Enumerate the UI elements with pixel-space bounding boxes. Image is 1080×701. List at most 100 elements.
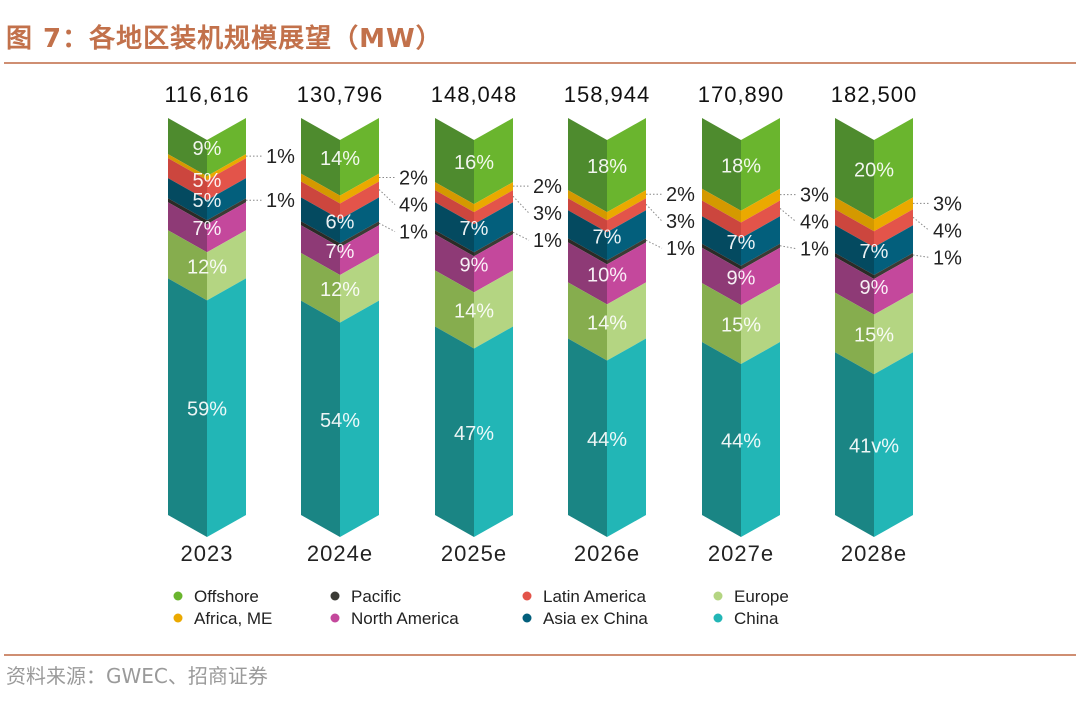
legend-swatch xyxy=(330,613,340,623)
bar-segment-europe-left xyxy=(301,252,340,323)
bar-segment-europe xyxy=(607,282,646,361)
data-label: 54% xyxy=(320,410,360,432)
legend-label: Africa, ME xyxy=(194,609,272,628)
bar-segment-pacific xyxy=(741,243,780,270)
bar-segment-latin-america xyxy=(207,158,246,201)
total-label: 116,616 xyxy=(165,82,250,107)
data-label: 1% xyxy=(666,238,695,260)
data-label: 9% xyxy=(460,254,489,276)
bar-2023: 9% 1% 5%5% 1% 7% 12% 59% 116,616 2023 xyxy=(165,82,296,566)
bar-segment-china xyxy=(874,352,913,537)
bar-segment-latin-america-left xyxy=(168,158,207,201)
data-label: 7% xyxy=(727,232,756,254)
bar-segment-europe xyxy=(207,230,246,301)
bar-segment-north-america xyxy=(340,225,379,275)
bar-segment-offshore-left xyxy=(435,118,474,205)
x-tick-label: 2028e xyxy=(841,541,907,566)
bar-segment-china xyxy=(741,342,780,537)
legend-item: Latin America xyxy=(522,587,647,606)
leader-line xyxy=(378,189,396,205)
data-label: 59% xyxy=(187,399,227,421)
bar-segment-europe xyxy=(741,283,780,365)
bar-segment-china-left xyxy=(835,352,874,537)
bar-segment-europe xyxy=(474,270,513,349)
data-label: 3% xyxy=(800,185,829,207)
bar-segment-north-america-left xyxy=(568,242,607,305)
legend-item: Offshore xyxy=(173,587,259,606)
data-label: 5% xyxy=(193,170,222,192)
total-label: 130,796 xyxy=(297,82,384,107)
data-label: 2% xyxy=(666,184,695,206)
legend-swatch xyxy=(173,591,183,601)
bar-segment-offshore-left xyxy=(301,118,340,196)
legend-swatch xyxy=(173,613,183,623)
bar-segment-asia-ex-china-left xyxy=(301,197,340,244)
leader-line xyxy=(912,216,930,231)
bar-2027e: 18% 3% 4% 7% 1% 9% 15% 44% 170,890 2027e xyxy=(698,82,829,566)
x-tick-label: 2025e xyxy=(441,541,507,566)
bar-segment-latin-america-left xyxy=(435,190,474,225)
bar-segment-north-america xyxy=(474,234,513,293)
bar-segment-north-america xyxy=(607,242,646,305)
bar-segment-latin-america xyxy=(607,198,646,233)
bar-segment-north-america xyxy=(874,256,913,315)
legend-item: China xyxy=(713,609,779,628)
total-label: 182,500 xyxy=(831,82,918,107)
footer-divider xyxy=(4,654,1076,656)
bar-segment-pacific-left xyxy=(301,221,340,248)
legend-label: Pacific xyxy=(351,587,402,606)
data-label: 14% xyxy=(587,312,627,334)
leader-line xyxy=(512,231,530,241)
bar-segment-offshore xyxy=(340,118,379,196)
data-label: 7% xyxy=(593,226,622,248)
data-label: 7% xyxy=(460,218,489,240)
bar-segment-offshore xyxy=(607,118,646,213)
data-label: 2% xyxy=(533,176,562,198)
data-label: 1% xyxy=(933,247,962,269)
legend-item: Pacific xyxy=(330,587,402,606)
bar-segment-africa-me-left xyxy=(301,173,340,204)
data-label: 4% xyxy=(800,212,829,234)
data-label: 9% xyxy=(727,267,756,289)
data-label: 12% xyxy=(187,256,227,278)
legend-label: Europe xyxy=(734,587,789,606)
figure-title: 图 7：各地区装机规模展望（MW） xyxy=(6,24,443,54)
leader-line xyxy=(779,208,797,223)
bar-segment-europe xyxy=(340,252,379,323)
legend-swatch xyxy=(330,591,340,601)
leader-line xyxy=(512,195,530,214)
x-tick-label: 2027e xyxy=(708,541,774,566)
data-label: 1% xyxy=(800,239,829,261)
data-label: 10% xyxy=(587,264,627,286)
bar-segment-china-left xyxy=(435,326,474,537)
data-label: 7% xyxy=(860,241,889,263)
bar-segment-pacific xyxy=(474,230,513,257)
bar-segment-offshore-left xyxy=(568,118,607,213)
bar-segment-latin-america xyxy=(474,190,513,225)
bar-segment-europe xyxy=(874,292,913,375)
data-label: 9% xyxy=(193,138,222,160)
leader-line xyxy=(645,203,663,222)
bar-segment-pacific xyxy=(874,252,913,279)
bar-segment-china xyxy=(340,300,379,537)
bar-2028e: 20% 3% 4% 7% 1% 9% 15% 41v% 182,500 2028e xyxy=(831,82,962,566)
data-label: 14% xyxy=(320,148,360,170)
bar-segment-china-left xyxy=(168,278,207,537)
data-label: 47% xyxy=(454,423,494,445)
data-label: 20% xyxy=(854,160,894,182)
bar-segment-asia-ex-china-left xyxy=(168,178,207,221)
bar-segment-north-america xyxy=(207,202,246,253)
bar-segment-china xyxy=(474,326,513,537)
bar-segment-asia-ex-china xyxy=(607,210,646,261)
bar-segment-offshore xyxy=(207,118,246,177)
bar-segment-north-america-left xyxy=(835,256,874,315)
data-label: 4% xyxy=(933,220,962,242)
data-label: 1% xyxy=(399,222,428,244)
bar-segment-pacific-left xyxy=(835,252,874,279)
legend-label: Asia ex China xyxy=(543,609,648,628)
legend-item: North America xyxy=(330,609,459,628)
bar-segment-africa-me xyxy=(874,197,913,232)
bar-2024e: 14% 2% 4% 6% 1% 7% 12% 54% 130,796 2024e xyxy=(297,82,428,566)
data-label: 44% xyxy=(721,431,761,453)
bar-segment-asia-ex-china-left xyxy=(702,216,741,266)
